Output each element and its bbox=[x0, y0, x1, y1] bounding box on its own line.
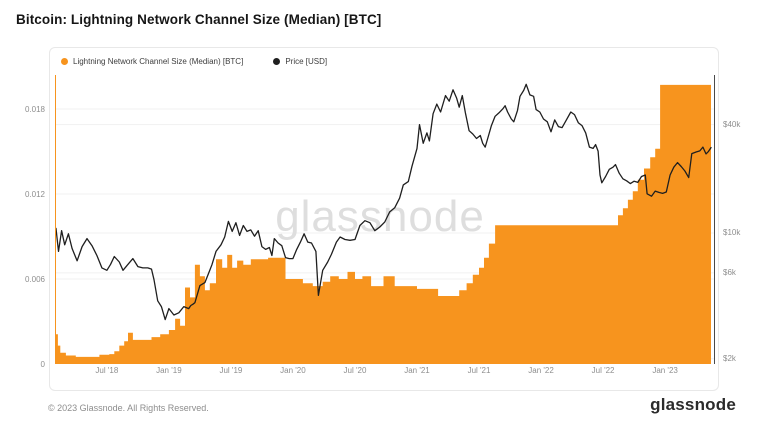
chart-panel bbox=[49, 47, 719, 391]
legend-item-price[interactable]: Price [USD] bbox=[273, 57, 327, 66]
glassnode-logo[interactable]: glassnode bbox=[650, 395, 736, 414]
legend-label: Lightning Network Channel Size (Median) … bbox=[73, 57, 244, 66]
plot-area[interactable] bbox=[56, 75, 714, 364]
black-series-dot-icon bbox=[273, 58, 281, 65]
legend: Lightning Network Channel Size (Median) … bbox=[61, 57, 327, 66]
orange-series-dot-icon bbox=[61, 58, 68, 65]
legend-item-channel-size[interactable]: Lightning Network Channel Size (Median) … bbox=[61, 57, 243, 66]
price-line-series bbox=[55, 83, 712, 321]
btc-channel-size-area-series bbox=[56, 84, 711, 365]
watermark: glassnode bbox=[275, 192, 485, 241]
page-title: Bitcoin: Lightning Network Channel Size … bbox=[16, 12, 382, 27]
legend-label: Price [USD] bbox=[285, 57, 328, 66]
footer-copyright: © 2023 Glassnode. All Rights Reserved. bbox=[48, 403, 209, 413]
